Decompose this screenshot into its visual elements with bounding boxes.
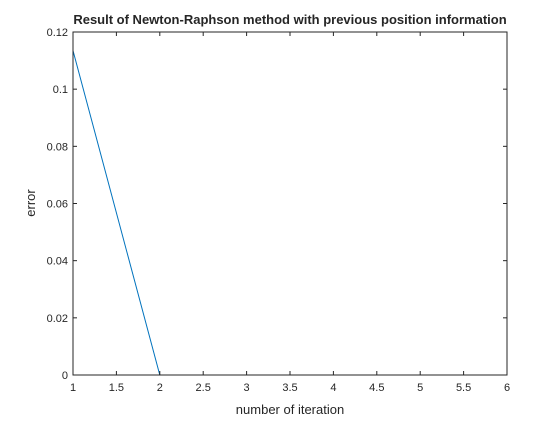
y-axis-label: error — [23, 189, 38, 217]
x-tick-label: 5 — [417, 382, 423, 394]
x-tick-label: 6 — [504, 382, 510, 394]
x-tick-label: 4.5 — [369, 382, 384, 394]
y-axis: 0 0.02 0.04 0.06 0.08 0.1 0.12 — [47, 27, 507, 382]
y-tick-label: 0.06 — [47, 199, 68, 211]
x-tick-label: 3 — [244, 382, 250, 394]
y-tick-label: 0.04 — [47, 256, 68, 268]
chart-title: Result of Newton-Raphson method with pre… — [73, 12, 506, 27]
x-tick-label: 1.5 — [109, 382, 124, 394]
x-tick-label: 4 — [330, 382, 336, 394]
x-tick-label: 3.5 — [282, 382, 297, 394]
x-axis-label: number of iteration — [236, 402, 344, 417]
y-tick-label: 0.08 — [47, 141, 68, 153]
x-axis: 1 1.5 2 2.5 3 3.5 4 4.5 5 5.5 6 — [70, 32, 510, 394]
x-tick-label: 2 — [157, 382, 163, 394]
x-tick-label: 5.5 — [456, 382, 471, 394]
y-tick-label: 0.02 — [47, 313, 68, 325]
y-tick-label: 0.1 — [53, 84, 68, 96]
y-tick-label: 0.12 — [47, 27, 68, 39]
x-tick-label: 1 — [70, 382, 76, 394]
y-tick-label: 0 — [62, 370, 68, 382]
x-tick-label: 2.5 — [196, 382, 211, 394]
plot-area — [73, 32, 507, 375]
